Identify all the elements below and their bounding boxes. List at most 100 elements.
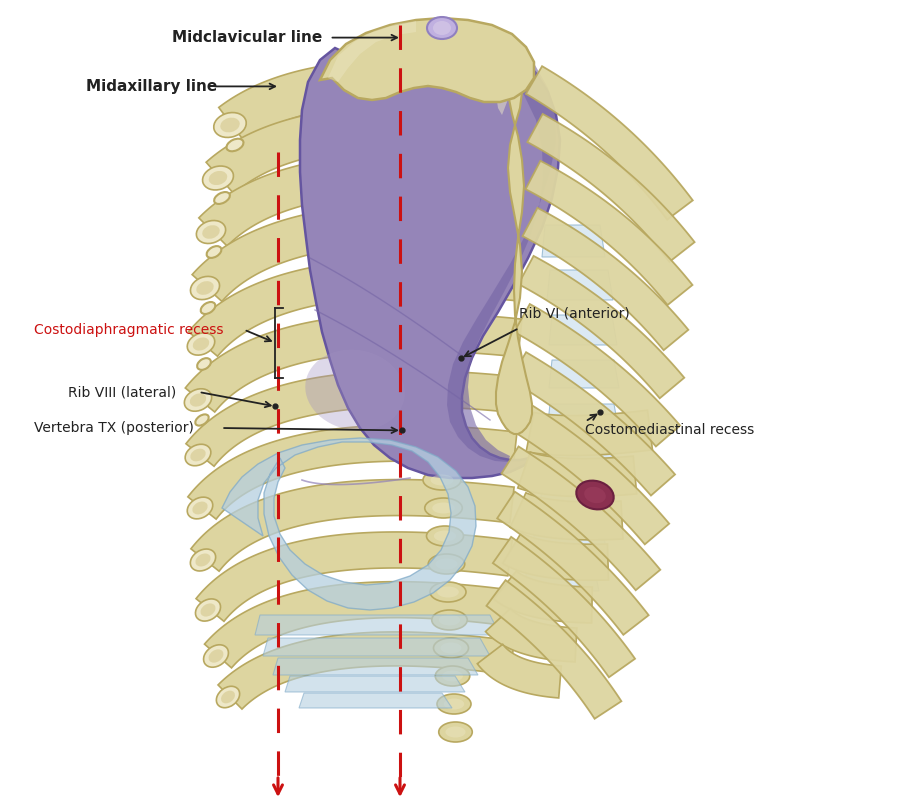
Ellipse shape	[184, 389, 211, 411]
Ellipse shape	[426, 526, 463, 546]
Ellipse shape	[195, 554, 210, 566]
Ellipse shape	[431, 610, 466, 630]
Ellipse shape	[196, 221, 226, 243]
Polygon shape	[262, 638, 490, 656]
Polygon shape	[188, 425, 517, 519]
Polygon shape	[525, 66, 692, 220]
Polygon shape	[547, 270, 612, 300]
Ellipse shape	[430, 474, 453, 486]
Ellipse shape	[226, 138, 244, 151]
Polygon shape	[196, 532, 511, 622]
Polygon shape	[480, 58, 531, 434]
Polygon shape	[350, 34, 428, 68]
Polygon shape	[526, 410, 652, 455]
Text: Costodiaphragmatic recess: Costodiaphragmatic recess	[34, 322, 224, 337]
Polygon shape	[510, 352, 675, 495]
Polygon shape	[477, 644, 561, 698]
Ellipse shape	[438, 614, 460, 626]
Ellipse shape	[200, 603, 216, 617]
Polygon shape	[485, 609, 576, 662]
Polygon shape	[510, 493, 622, 540]
Polygon shape	[189, 258, 521, 356]
Polygon shape	[538, 488, 612, 514]
Ellipse shape	[432, 502, 455, 514]
Polygon shape	[204, 582, 511, 668]
Ellipse shape	[192, 338, 209, 350]
Ellipse shape	[445, 726, 465, 738]
Ellipse shape	[424, 498, 462, 518]
Ellipse shape	[196, 281, 214, 295]
Polygon shape	[517, 452, 636, 497]
Ellipse shape	[305, 350, 404, 430]
Polygon shape	[505, 399, 668, 544]
Polygon shape	[319, 18, 533, 102]
Polygon shape	[185, 313, 521, 412]
Ellipse shape	[442, 670, 463, 682]
Polygon shape	[299, 693, 452, 708]
Text: Rib VIII (lateral): Rib VIII (lateral)	[68, 385, 176, 399]
Ellipse shape	[185, 444, 210, 466]
Ellipse shape	[435, 558, 457, 570]
Polygon shape	[446, 37, 556, 462]
Ellipse shape	[214, 192, 230, 204]
Polygon shape	[299, 33, 559, 478]
Ellipse shape	[195, 414, 208, 426]
Text: Midclavicular line: Midclavicular line	[171, 30, 321, 45]
Ellipse shape	[187, 333, 215, 355]
Ellipse shape	[202, 225, 219, 239]
Ellipse shape	[216, 686, 239, 708]
Polygon shape	[486, 580, 621, 718]
Text: Costomediastinal recess: Costomediastinal recess	[584, 423, 753, 438]
Ellipse shape	[202, 166, 234, 190]
Ellipse shape	[200, 302, 215, 314]
Polygon shape	[531, 528, 606, 553]
Polygon shape	[527, 114, 694, 262]
Polygon shape	[285, 676, 465, 692]
Polygon shape	[523, 567, 598, 591]
Ellipse shape	[190, 549, 216, 571]
Ellipse shape	[197, 358, 211, 370]
Ellipse shape	[195, 599, 220, 621]
Ellipse shape	[438, 722, 472, 742]
Polygon shape	[190, 479, 513, 571]
Text: Vertebra TX (posterior): Vertebra TX (posterior)	[34, 421, 194, 435]
Ellipse shape	[435, 666, 469, 686]
Ellipse shape	[190, 449, 206, 462]
Ellipse shape	[428, 554, 465, 574]
Polygon shape	[541, 225, 604, 257]
Polygon shape	[483, 65, 510, 115]
Text: Rib VI (anterior): Rib VI (anterior)	[519, 306, 630, 321]
Polygon shape	[548, 315, 616, 345]
Polygon shape	[198, 153, 517, 246]
Ellipse shape	[190, 277, 219, 299]
Ellipse shape	[437, 586, 458, 598]
Polygon shape	[186, 370, 520, 466]
Ellipse shape	[433, 21, 450, 35]
Ellipse shape	[575, 481, 613, 510]
Polygon shape	[217, 632, 514, 709]
Polygon shape	[206, 105, 511, 194]
Polygon shape	[192, 203, 520, 302]
Ellipse shape	[437, 694, 471, 714]
Polygon shape	[492, 537, 634, 678]
Polygon shape	[525, 161, 692, 305]
Ellipse shape	[221, 690, 235, 703]
Ellipse shape	[214, 113, 246, 138]
Polygon shape	[254, 615, 500, 635]
Ellipse shape	[208, 171, 227, 185]
Ellipse shape	[187, 497, 213, 519]
Text: Midaxillary line: Midaxillary line	[86, 79, 216, 94]
Polygon shape	[497, 492, 648, 634]
Polygon shape	[518, 256, 684, 398]
Polygon shape	[222, 438, 475, 610]
Ellipse shape	[422, 470, 461, 490]
Ellipse shape	[189, 394, 206, 406]
Polygon shape	[218, 60, 502, 142]
Ellipse shape	[207, 246, 221, 258]
Ellipse shape	[434, 530, 456, 542]
Ellipse shape	[427, 17, 456, 39]
Polygon shape	[493, 571, 592, 623]
Ellipse shape	[429, 582, 465, 602]
Polygon shape	[501, 446, 659, 590]
Ellipse shape	[208, 650, 223, 662]
